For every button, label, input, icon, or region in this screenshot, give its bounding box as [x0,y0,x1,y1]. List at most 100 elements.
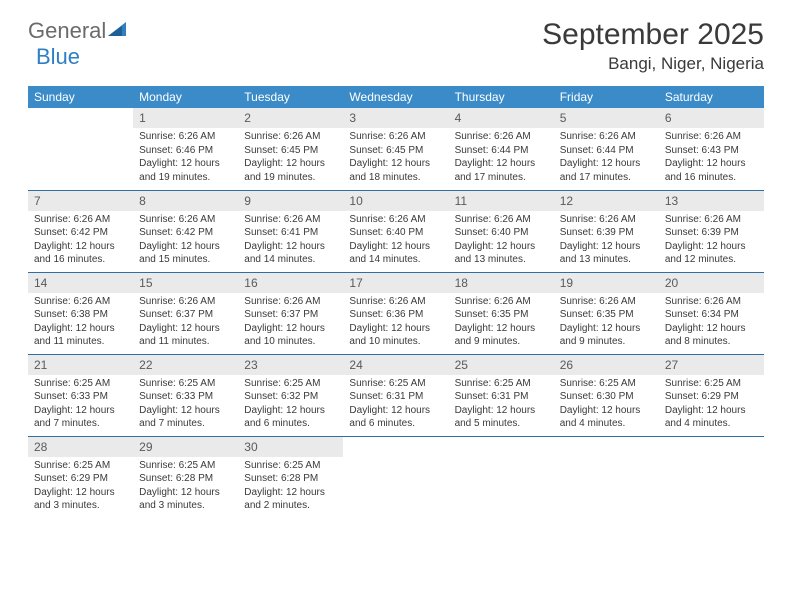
day-number: 2 [238,108,343,128]
day-cell: 14Sunrise: 6:26 AMSunset: 6:38 PMDayligh… [28,272,133,354]
week-row: 28Sunrise: 6:25 AMSunset: 6:29 PMDayligh… [28,436,764,518]
day-cell: 16Sunrise: 6:26 AMSunset: 6:37 PMDayligh… [238,272,343,354]
month-title: September 2025 [542,18,764,52]
logo-sail-icon [108,25,130,42]
day-details: Sunrise: 6:25 AMSunset: 6:29 PMDaylight:… [659,375,764,435]
day-cell: 13Sunrise: 6:26 AMSunset: 6:39 PMDayligh… [659,190,764,272]
day-details: Sunrise: 6:26 AMSunset: 6:44 PMDaylight:… [554,128,659,188]
day-number: 7 [28,191,133,211]
day-details: Sunrise: 6:26 AMSunset: 6:37 PMDaylight:… [238,293,343,353]
day-number: 13 [659,191,764,211]
logo-text-blue: Blue [36,44,80,69]
weekday-sunday: Sunday [28,86,133,108]
week-row: 14Sunrise: 6:26 AMSunset: 6:38 PMDayligh… [28,272,764,354]
logo-text-general: General [28,18,106,43]
day-cell: 11Sunrise: 6:26 AMSunset: 6:40 PMDayligh… [449,190,554,272]
title-block: September 2025 Bangi, Niger, Nigeria [542,18,764,74]
day-cell: 1Sunrise: 6:26 AMSunset: 6:46 PMDaylight… [133,108,238,190]
day-cell: 30Sunrise: 6:25 AMSunset: 6:28 PMDayligh… [238,436,343,518]
day-details: Sunrise: 6:26 AMSunset: 6:46 PMDaylight:… [133,128,238,188]
day-number: 5 [554,108,659,128]
day-number: 23 [238,355,343,375]
day-details: Sunrise: 6:25 AMSunset: 6:30 PMDaylight:… [554,375,659,435]
day-cell: 18Sunrise: 6:26 AMSunset: 6:35 PMDayligh… [449,272,554,354]
logo-text-wrap: General Blue [28,18,130,70]
day-cell [449,436,554,518]
day-number: 18 [449,273,554,293]
day-details: Sunrise: 6:26 AMSunset: 6:37 PMDaylight:… [133,293,238,353]
day-cell: 26Sunrise: 6:25 AMSunset: 6:30 PMDayligh… [554,354,659,436]
day-number: 27 [659,355,764,375]
day-cell [343,436,448,518]
day-number: 25 [449,355,554,375]
location: Bangi, Niger, Nigeria [542,54,764,74]
day-cell: 6Sunrise: 6:26 AMSunset: 6:43 PMDaylight… [659,108,764,190]
day-number: 28 [28,437,133,457]
calendar-body: 1Sunrise: 6:26 AMSunset: 6:46 PMDaylight… [28,108,764,518]
day-cell: 22Sunrise: 6:25 AMSunset: 6:33 PMDayligh… [133,354,238,436]
week-row: 21Sunrise: 6:25 AMSunset: 6:33 PMDayligh… [28,354,764,436]
day-cell: 5Sunrise: 6:26 AMSunset: 6:44 PMDaylight… [554,108,659,190]
day-details: Sunrise: 6:26 AMSunset: 6:42 PMDaylight:… [133,211,238,271]
day-cell: 12Sunrise: 6:26 AMSunset: 6:39 PMDayligh… [554,190,659,272]
day-number: 21 [28,355,133,375]
day-cell [554,436,659,518]
day-details: Sunrise: 6:26 AMSunset: 6:41 PMDaylight:… [238,211,343,271]
day-details: Sunrise: 6:26 AMSunset: 6:40 PMDaylight:… [343,211,448,271]
day-number: 6 [659,108,764,128]
day-cell: 2Sunrise: 6:26 AMSunset: 6:45 PMDaylight… [238,108,343,190]
day-number: 4 [449,108,554,128]
day-cell: 20Sunrise: 6:26 AMSunset: 6:34 PMDayligh… [659,272,764,354]
day-details: Sunrise: 6:26 AMSunset: 6:45 PMDaylight:… [238,128,343,188]
day-number: 29 [133,437,238,457]
weekday-thursday: Thursday [449,86,554,108]
day-number: 19 [554,273,659,293]
day-number: 17 [343,273,448,293]
day-number: 22 [133,355,238,375]
day-details: Sunrise: 6:26 AMSunset: 6:45 PMDaylight:… [343,128,448,188]
day-cell: 19Sunrise: 6:26 AMSunset: 6:35 PMDayligh… [554,272,659,354]
weekday-wednesday: Wednesday [343,86,448,108]
weekday-tuesday: Tuesday [238,86,343,108]
day-cell: 4Sunrise: 6:26 AMSunset: 6:44 PMDaylight… [449,108,554,190]
day-details: Sunrise: 6:25 AMSunset: 6:32 PMDaylight:… [238,375,343,435]
day-details: Sunrise: 6:26 AMSunset: 6:34 PMDaylight:… [659,293,764,353]
day-cell: 29Sunrise: 6:25 AMSunset: 6:28 PMDayligh… [133,436,238,518]
day-number: 11 [449,191,554,211]
page: General Blue September 2025 Bangi, Niger… [0,0,792,518]
day-details: Sunrise: 6:26 AMSunset: 6:35 PMDaylight:… [449,293,554,353]
weekday-monday: Monday [133,86,238,108]
day-number: 1 [133,108,238,128]
day-cell: 10Sunrise: 6:26 AMSunset: 6:40 PMDayligh… [343,190,448,272]
day-details: Sunrise: 6:25 AMSunset: 6:31 PMDaylight:… [449,375,554,435]
day-number: 24 [343,355,448,375]
day-details: Sunrise: 6:26 AMSunset: 6:36 PMDaylight:… [343,293,448,353]
day-cell: 21Sunrise: 6:25 AMSunset: 6:33 PMDayligh… [28,354,133,436]
calendar-head: SundayMondayTuesdayWednesdayThursdayFrid… [28,86,764,108]
day-details: Sunrise: 6:25 AMSunset: 6:28 PMDaylight:… [133,457,238,517]
day-number: 20 [659,273,764,293]
day-cell: 24Sunrise: 6:25 AMSunset: 6:31 PMDayligh… [343,354,448,436]
day-details: Sunrise: 6:26 AMSunset: 6:38 PMDaylight:… [28,293,133,353]
day-details: Sunrise: 6:26 AMSunset: 6:44 PMDaylight:… [449,128,554,188]
day-cell: 23Sunrise: 6:25 AMSunset: 6:32 PMDayligh… [238,354,343,436]
day-number: 10 [343,191,448,211]
day-number: 3 [343,108,448,128]
week-row: 1Sunrise: 6:26 AMSunset: 6:46 PMDaylight… [28,108,764,190]
day-details: Sunrise: 6:25 AMSunset: 6:29 PMDaylight:… [28,457,133,517]
day-details: Sunrise: 6:26 AMSunset: 6:35 PMDaylight:… [554,293,659,353]
day-number: 15 [133,273,238,293]
logo: General Blue [28,18,130,70]
day-details: Sunrise: 6:26 AMSunset: 6:42 PMDaylight:… [28,211,133,271]
day-details: Sunrise: 6:25 AMSunset: 6:31 PMDaylight:… [343,375,448,435]
day-cell: 9Sunrise: 6:26 AMSunset: 6:41 PMDaylight… [238,190,343,272]
day-number: 12 [554,191,659,211]
day-cell: 25Sunrise: 6:25 AMSunset: 6:31 PMDayligh… [449,354,554,436]
day-number: 8 [133,191,238,211]
day-cell: 3Sunrise: 6:26 AMSunset: 6:45 PMDaylight… [343,108,448,190]
day-number: 30 [238,437,343,457]
weekday-row: SundayMondayTuesdayWednesdayThursdayFrid… [28,86,764,108]
day-cell: 17Sunrise: 6:26 AMSunset: 6:36 PMDayligh… [343,272,448,354]
day-cell [659,436,764,518]
day-details: Sunrise: 6:26 AMSunset: 6:39 PMDaylight:… [659,211,764,271]
